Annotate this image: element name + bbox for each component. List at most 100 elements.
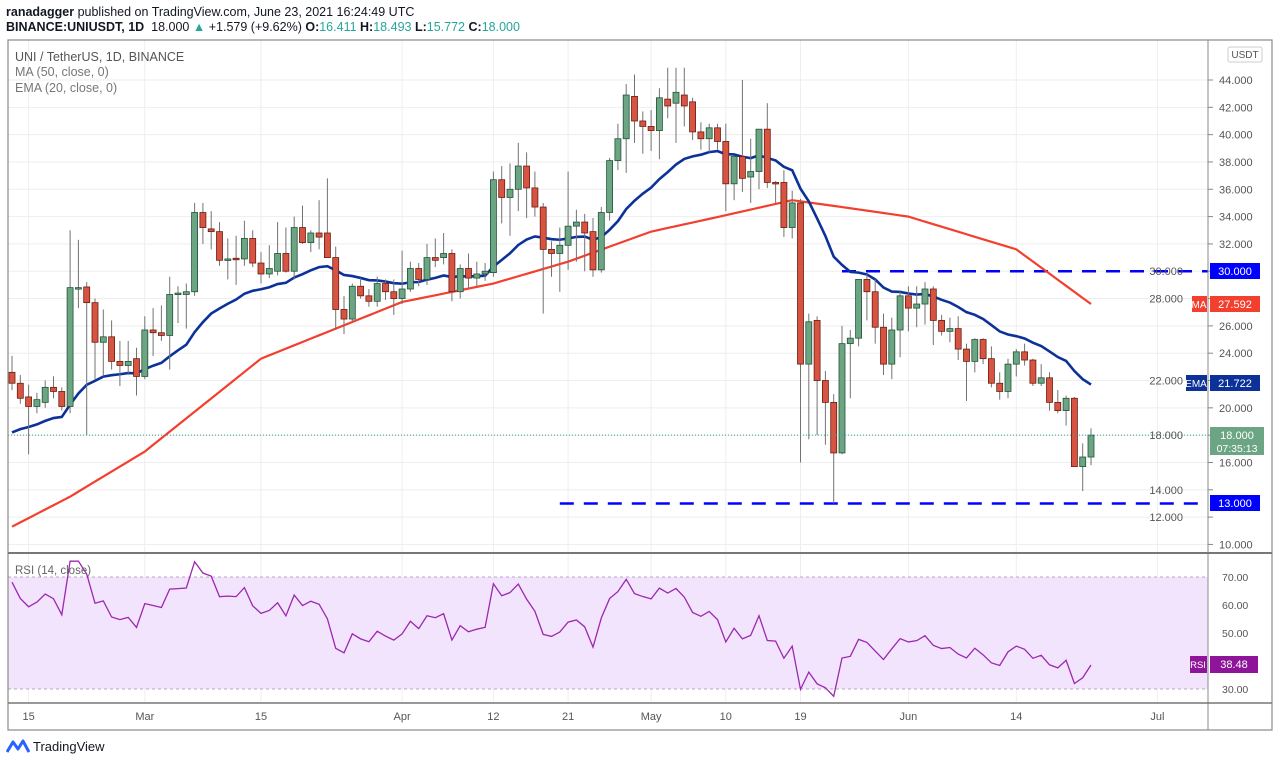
price-tick-label: 16.000: [1219, 457, 1253, 469]
candle-up: [307, 232, 315, 243]
candle-down: [772, 182, 779, 185]
candle-down: [365, 295, 373, 302]
candle-down: [1029, 359, 1037, 384]
candle-down: [763, 128, 771, 183]
rsi-tick-label: 50.00: [1222, 628, 1248, 640]
price-tick-label: 26.000: [1219, 321, 1253, 333]
candle-down: [539, 206, 547, 250]
price-tick-label: 20.000: [1219, 403, 1253, 415]
candle-down: [996, 382, 1004, 392]
low-label: L:: [414, 20, 427, 34]
time-tick-label: 19: [794, 711, 806, 723]
level-30-badge: 30.000: [1210, 263, 1260, 279]
price-tick-label: 38.000: [1219, 157, 1253, 169]
candle-down: [282, 253, 290, 272]
candle-up: [33, 399, 41, 407]
candle-up: [240, 238, 248, 260]
candle-up: [747, 171, 755, 178]
time-tick-label: 14: [1010, 711, 1022, 723]
candle-up: [274, 253, 282, 272]
candle-down: [157, 332, 165, 336]
candle-up: [456, 268, 464, 293]
high-value: 18.493: [373, 20, 412, 34]
candle-down: [647, 126, 655, 131]
candle-up: [124, 360, 132, 366]
candle-up: [888, 329, 896, 365]
candle-up: [556, 244, 564, 254]
candle-down: [8, 371, 16, 384]
open-value: 16.411: [319, 20, 357, 34]
candle-down: [938, 320, 945, 332]
candle-down: [108, 336, 115, 362]
time-tick-label: Jun: [900, 711, 918, 723]
candle-down: [639, 120, 647, 127]
candle-up: [514, 165, 522, 190]
candle-up: [1037, 377, 1045, 384]
horizontal-levels[interactable]: [559, 269, 1208, 505]
candle-down: [1021, 351, 1028, 361]
rsi-band: [8, 577, 1208, 689]
author-name[interactable]: ranadagger: [6, 5, 75, 19]
candle-down: [58, 391, 66, 407]
candle-down: [382, 283, 389, 293]
candle-up: [481, 270, 489, 275]
candle-up: [838, 343, 846, 454]
candles: [8, 67, 1095, 504]
price-tick-label: 24.000: [1219, 348, 1253, 360]
candle-down: [979, 339, 987, 360]
candle-down: [207, 228, 215, 233]
up-arrow-icon: ▲: [192, 20, 206, 34]
candle-down: [465, 268, 472, 279]
ema-legend[interactable]: EMA (20, close, 0): [15, 81, 117, 95]
level-13-badge: 13.000: [1210, 495, 1260, 511]
current-price: 18.000: [1220, 430, 1254, 442]
price-tick-label: 42.000: [1219, 102, 1253, 114]
candle-down: [822, 380, 829, 403]
candle-down: [871, 291, 879, 328]
time-tick-label: May: [641, 711, 662, 723]
candle-up: [1004, 363, 1012, 392]
candle-down: [988, 358, 995, 384]
tradingview-brand: TradingView: [33, 738, 105, 754]
price-axis[interactable]: 44.000 42.000 40.000 38.000 36.000 34.000 32.0…: [1149, 75, 1252, 551]
ma-legend[interactable]: MA (50, close, 0): [15, 65, 109, 79]
candle-up: [971, 339, 979, 362]
candle-up: [398, 288, 406, 299]
candle-down: [631, 95, 638, 122]
time-tick-label: 10: [720, 711, 732, 723]
tradingview-logo[interactable]: TradingView: [6, 738, 105, 754]
price-tick-label: 34.000: [1219, 212, 1253, 224]
rsi-tick-label: 30.00: [1222, 684, 1248, 696]
symbol-info: BINANCE:UNIUSDT, 1D 18.000 ▲ +1.579 (+9.…: [6, 20, 520, 34]
candle-up: [166, 294, 174, 336]
candle-down: [16, 382, 24, 399]
rsi-legend[interactable]: RSI (14, close): [15, 565, 91, 577]
time-axis[interactable]: 15 Mar 15 Apr 12 21 May 10 19 Jun 14 Jul: [22, 711, 1164, 723]
candle-up: [440, 253, 448, 258]
time-tick-label: 15: [255, 711, 267, 723]
time-tick-label: 12: [487, 711, 499, 723]
candle-down: [340, 309, 348, 320]
level-30-value: 30.000: [1218, 266, 1252, 278]
candle-down: [880, 326, 887, 365]
candle-down: [390, 291, 398, 299]
candle-up: [1087, 434, 1095, 458]
candle-up: [564, 225, 572, 246]
candle-down: [589, 231, 597, 271]
candle-up: [99, 336, 107, 343]
price-tick-label: 30.000: [1149, 266, 1183, 278]
chart-frame: [7, 39, 1273, 731]
time-tick-label: 21: [562, 711, 574, 723]
candle-down: [431, 257, 439, 261]
candle-up: [506, 188, 514, 198]
candle-up: [41, 386, 49, 403]
candle-down: [1046, 377, 1053, 403]
rsi-tag: RSI: [1190, 660, 1206, 671]
candle-down: [1071, 397, 1078, 467]
candle-down: [954, 328, 962, 350]
price-tick-label: 32.000: [1219, 239, 1253, 251]
candle-up: [656, 97, 663, 131]
candle-down: [531, 187, 539, 208]
high-label: H:: [360, 20, 374, 34]
